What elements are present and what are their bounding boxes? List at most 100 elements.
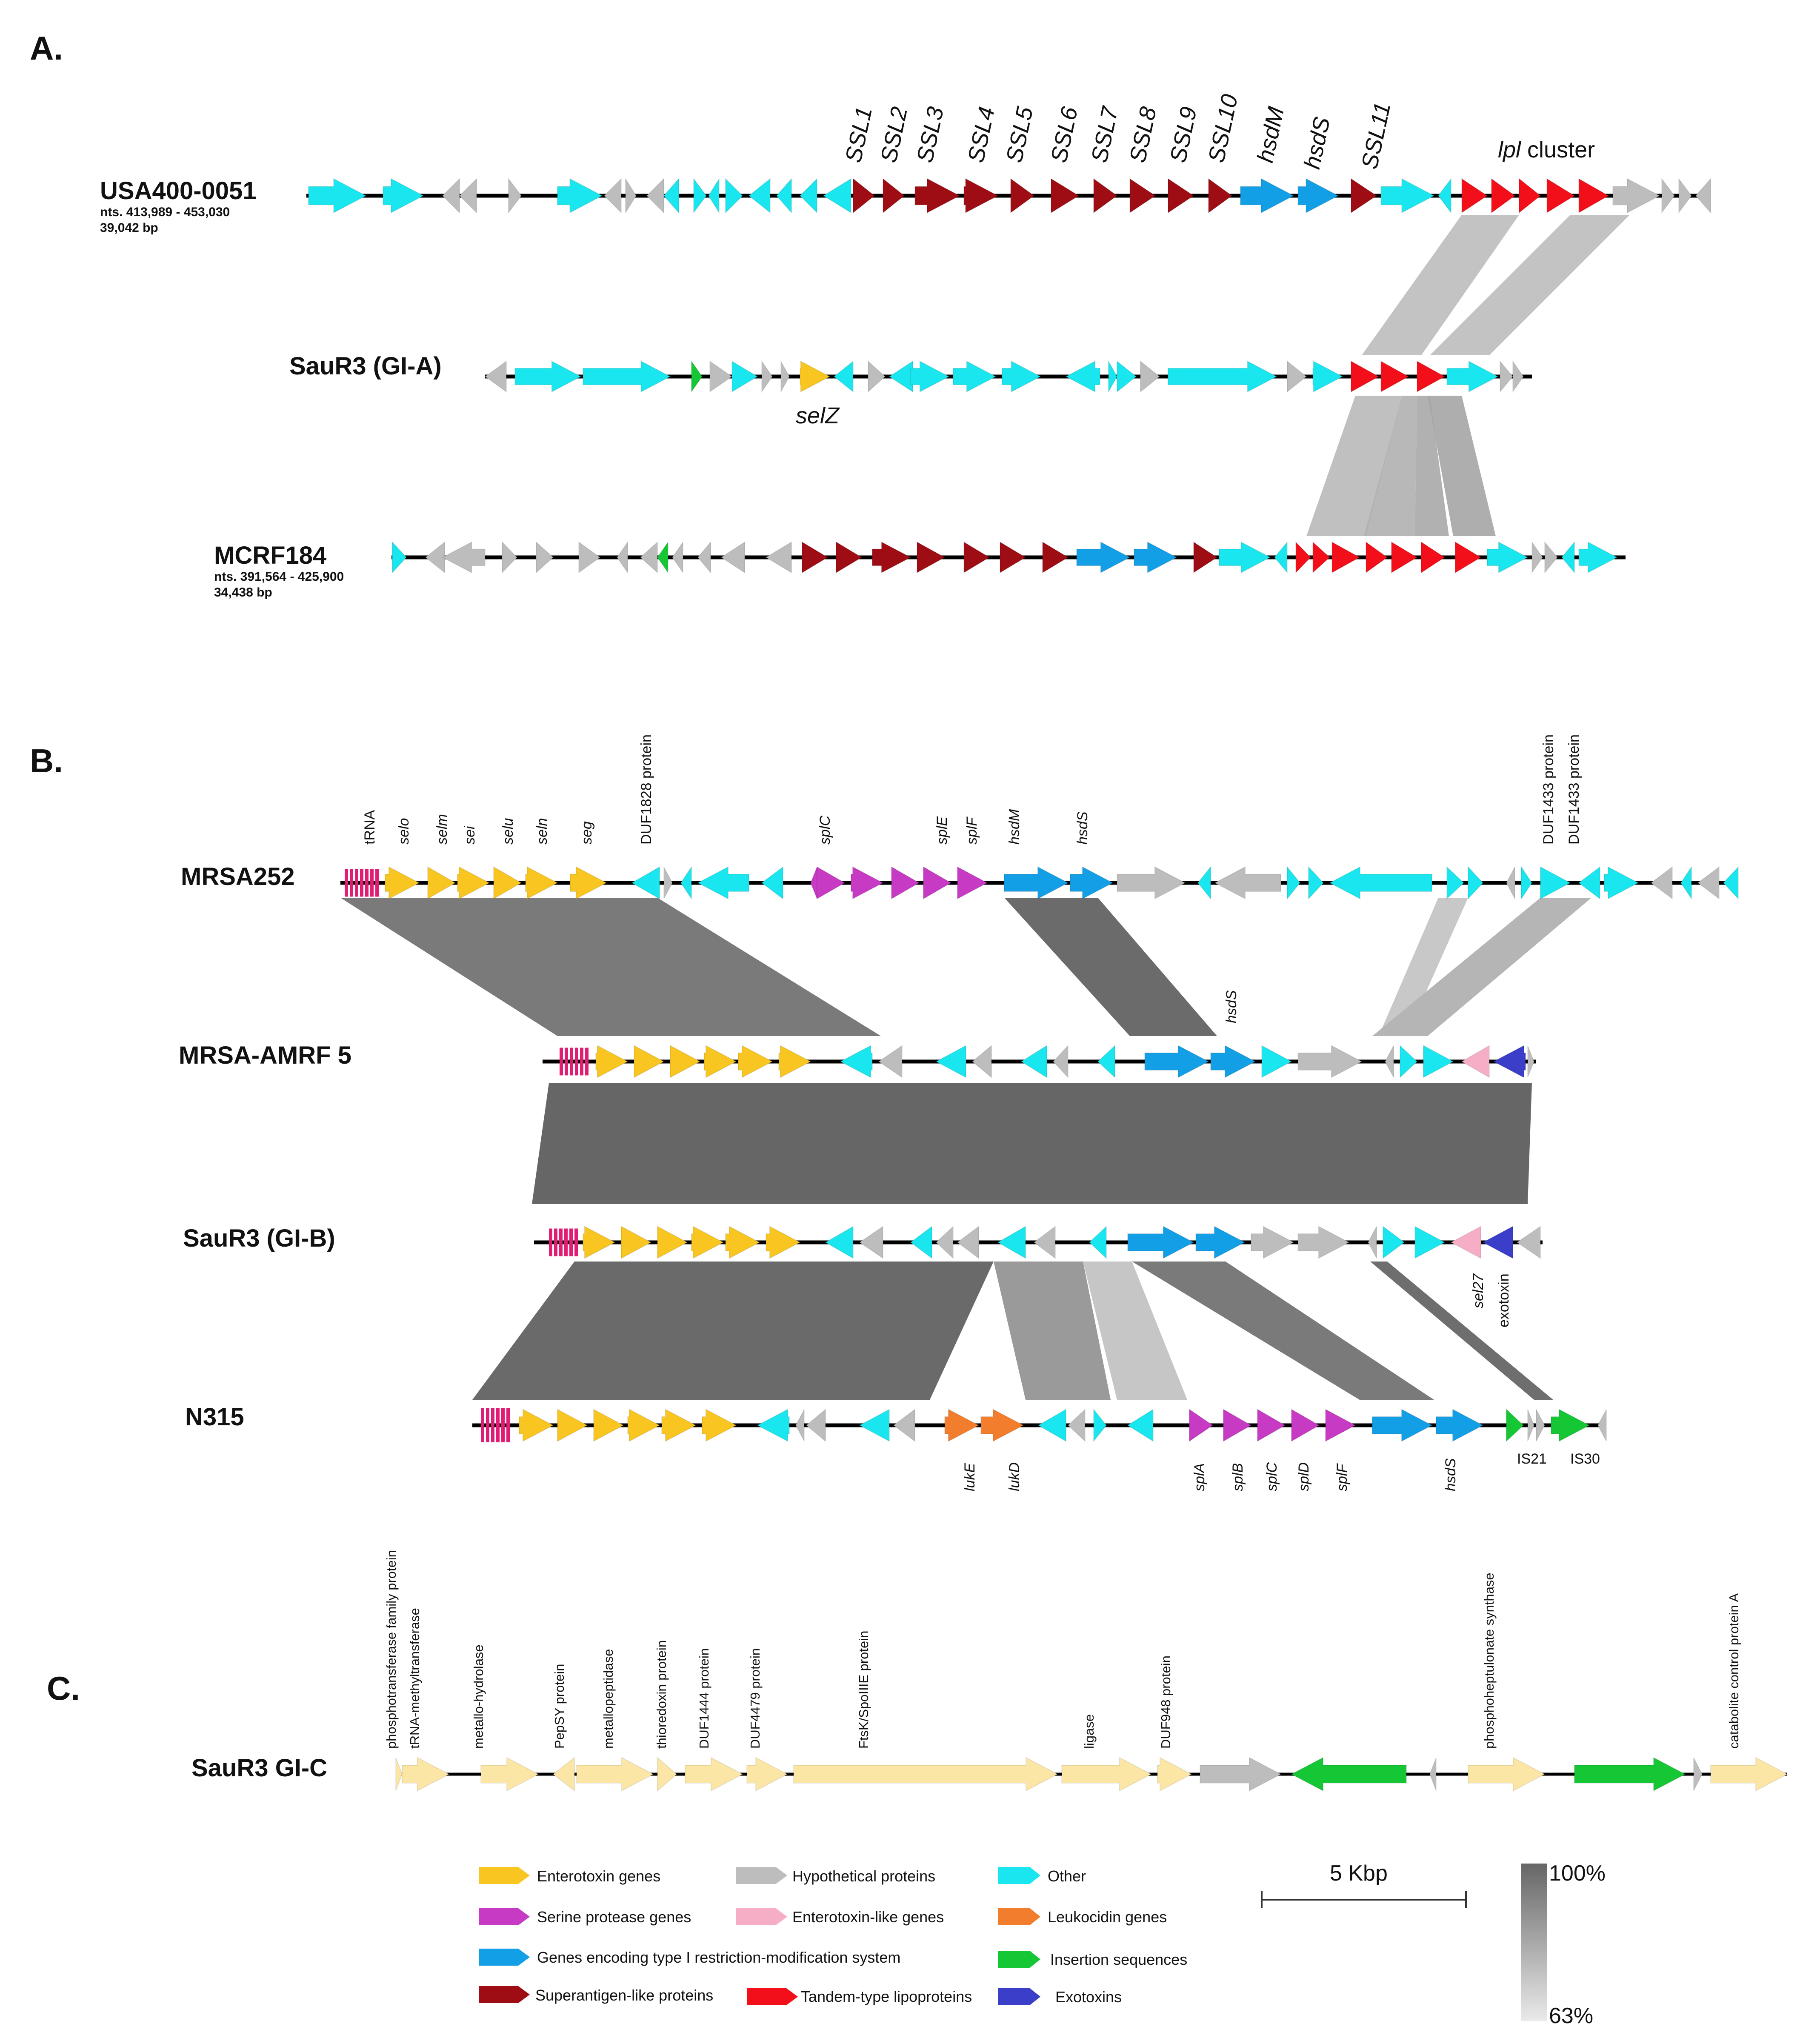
hypothetical-gene-arrow (1527, 1409, 1534, 1441)
gene-label: splF (964, 816, 980, 845)
homology-band (1362, 215, 1519, 355)
superantigen-like-gene-arrow (914, 178, 960, 214)
enterotoxin-gene-arrow (634, 1045, 665, 1078)
other-gene-arrow (1261, 1045, 1292, 1078)
hypothetical-gene-arrow (1368, 1226, 1377, 1259)
gic-gene-arrow (685, 1757, 743, 1792)
lipoprotein-gene-arrow (1312, 541, 1331, 574)
legend-swatch (479, 1986, 530, 2003)
lipoprotein-gene-arrow (1461, 178, 1488, 214)
other-gene-arrow (1097, 1045, 1115, 1079)
other-gene-arrow (1380, 178, 1435, 214)
legend-item-other: Other (998, 1867, 1086, 1885)
enterotoxin-gene-arrow (725, 1226, 760, 1259)
enterotoxin-like-gene-arrow (1450, 1226, 1481, 1259)
other-gene-arrow (757, 1409, 790, 1442)
gic-gene-labels: phosphotransferase family protein tRNA-m… (384, 1550, 1741, 1749)
panel-a: A. USA400-0051 nts. 413,989 - 453,030 39… (30, 29, 1711, 599)
other-gene-arrow (1108, 360, 1117, 393)
other-gene-arrow (748, 178, 771, 214)
hypothetical-gene-arrow (1597, 1409, 1607, 1441)
hypothetical-gene-arrow (1650, 866, 1673, 899)
enterotoxin-gene-arrow (493, 866, 522, 899)
other-gene-arrow (1561, 541, 1575, 574)
enterotoxin-gene-arrow (593, 1409, 624, 1442)
other-gene-arrow (514, 360, 582, 393)
gene-label: SSL8 (1125, 105, 1161, 165)
gene-label: DUF4479 protein (748, 1648, 763, 1749)
mrsa252-gene-labels: tRNA selo selm sei selu seln seg DUF1828… (362, 734, 1582, 845)
other-gene-arrow (910, 1226, 932, 1259)
enterotoxin-gene-arrow (738, 1045, 773, 1078)
trna-mark (345, 869, 348, 897)
gene-label: selu (500, 818, 516, 845)
serine-protease-gene-arrow (1325, 1409, 1356, 1442)
legend-label: Exotoxins (1055, 1988, 1122, 2006)
legend: Enterotoxin genes Hypothetical proteins … (479, 1861, 1606, 2028)
homology-band (1428, 396, 1496, 536)
gene-label: IS30 (1570, 1451, 1600, 1467)
other-gene-arrow (1287, 866, 1300, 900)
gene-label: hsdM (1006, 809, 1023, 845)
legend-item-serine: Serine protease genes (479, 1908, 691, 1926)
gene-label: catabolite control protein A (1726, 1593, 1741, 1749)
amrf5-track-name: MRSA-AMRF 5 (179, 1042, 351, 1069)
other-gene-arrow (1037, 1409, 1066, 1442)
hypothetical-gene-arrow (780, 360, 790, 393)
gene-label: DUF1444 protein (697, 1648, 711, 1749)
n315-track-name: N315 (185, 1403, 244, 1431)
hypothetical-gene-arrow (1678, 177, 1692, 214)
other-gene-arrow (1127, 1409, 1154, 1442)
other-gene-arrow (1414, 1226, 1446, 1259)
gene-label: sei (462, 825, 478, 845)
panel-a-genes (308, 177, 1711, 574)
hypothetical-gene-arrow (1052, 1045, 1069, 1079)
exotoxin-gene-arrow (1482, 1226, 1513, 1259)
gene-label: SSL3 (912, 105, 949, 165)
other-gene-arrow (1002, 360, 1041, 393)
enterotoxin-gene-arrow (766, 1226, 801, 1259)
serine-protease-gene-arrow (1257, 1409, 1286, 1442)
legend-label: Superantigen-like proteins (535, 1986, 713, 2004)
lipoprotein-gene-arrow (1546, 178, 1575, 214)
hypothetical-gene-arrow (1536, 1409, 1545, 1441)
legend-item-superantigen: Superantigen-like proteins (479, 1986, 713, 2004)
superantigen-like-gene-arrow (853, 178, 875, 214)
other-gene-arrow (1468, 866, 1484, 900)
legend-item-enterotoxin: Enterotoxin genes (479, 1867, 660, 1885)
other-gene-arrow (1117, 360, 1137, 393)
other-gene-arrow (583, 360, 671, 393)
gene-label: splE (934, 816, 950, 845)
gic-gene-arrow (480, 1757, 539, 1792)
other-gene-arrow (308, 178, 367, 214)
insertion-sequence-arrow (691, 360, 703, 393)
superantigen-like-gene-arrow (963, 541, 990, 574)
mrsa252-track-name: MRSA252 (181, 863, 295, 890)
enterotoxin-gene-arrow (557, 1409, 588, 1442)
hypothetical-gene-arrow (625, 177, 637, 214)
superantigen-like-gene-arrow (802, 541, 829, 574)
other-gene-arrow (708, 177, 720, 214)
lipoprotein-gene-arrow (1391, 541, 1418, 574)
superantigen-like-gene-arrow (1042, 541, 1069, 574)
homology-band (1364, 396, 1417, 536)
trna-mark (370, 869, 374, 897)
legend-label: Leukocidin genes (1048, 1908, 1167, 1926)
gene-label: SSL2 (876, 105, 912, 165)
other-gene-arrow (1723, 866, 1739, 900)
panel-c-letter: C. (47, 1670, 80, 1707)
trna-mark (574, 1228, 578, 1256)
hypothetical-gene-arrow (709, 360, 733, 393)
trna-mark (585, 1047, 589, 1076)
other-gene-arrow (761, 866, 783, 899)
trna-mark (570, 1047, 573, 1076)
gene-label: metallopeptidase (601, 1649, 616, 1749)
legend-swatch (479, 1949, 530, 1966)
gene-label: lukE (962, 1463, 978, 1491)
restriction-modification-gene-arrow (1070, 866, 1114, 899)
homology-band (1004, 898, 1217, 1036)
gib-exotoxin-label: exotoxin (1496, 1273, 1512, 1327)
gic-gene-arrow (395, 1757, 403, 1791)
hypothetical-gene-arrow (878, 1045, 903, 1078)
lipoprotein-gene-arrow (1519, 178, 1541, 214)
